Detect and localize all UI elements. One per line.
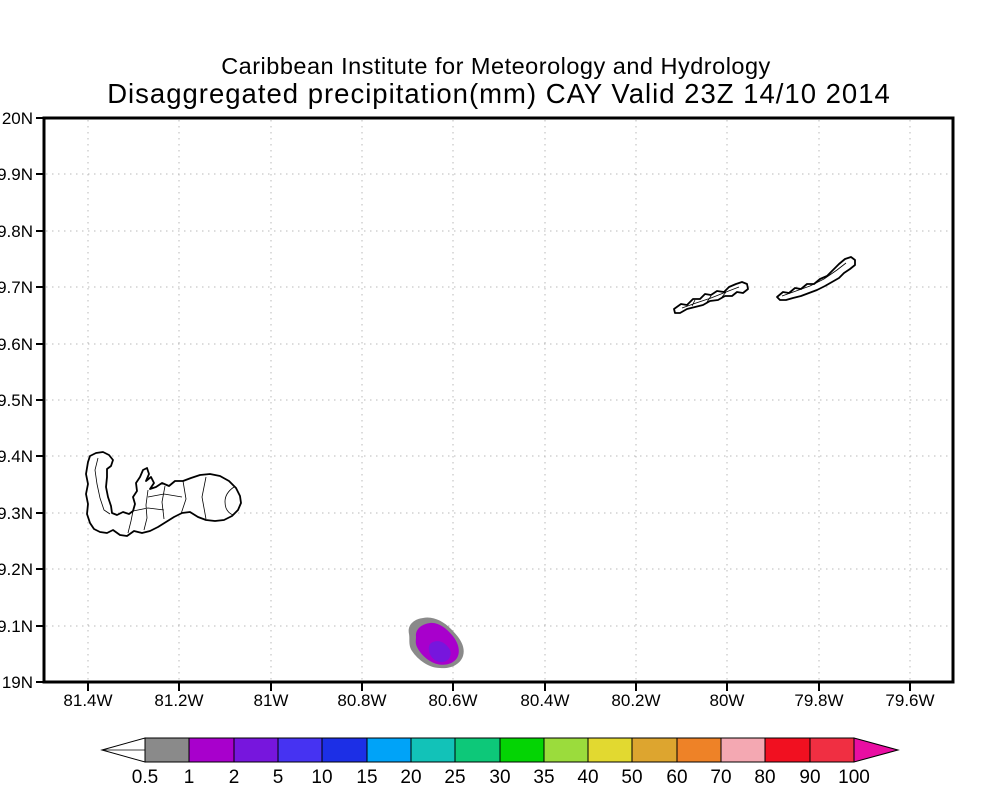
institute-title: Caribbean Institute for Meteorology and … <box>221 53 771 79</box>
colorbar-tick-label: 2 <box>229 767 240 788</box>
x-tick-label: 80.8W <box>337 691 386 710</box>
colorbar-segment <box>144 737 190 763</box>
colorbar-segment <box>410 737 456 763</box>
colorbar-tick-label: 10 <box>311 767 332 788</box>
y-tick-label: 19.4N <box>0 447 33 466</box>
colorbar-segment <box>321 737 368 763</box>
colorbar-segment <box>499 737 545 763</box>
colorbar-segment <box>587 737 633 763</box>
x-axis-labels: 81.4W 81.2W 81W 80.8W 80.6W 80.4W 80.2W … <box>63 691 934 710</box>
colorbar-segment <box>764 737 811 763</box>
colorbar-tick-label: 30 <box>489 767 510 788</box>
x-tick-label: 81.2W <box>154 691 203 710</box>
x-tick-label: 81.4W <box>63 691 112 710</box>
x-tick-label: 80.4W <box>520 691 569 710</box>
colorbar-tick-label: 25 <box>444 767 465 788</box>
colorbar-segment <box>720 737 766 763</box>
colorbar-segment <box>277 737 323 763</box>
y-tick-label: 19.3N <box>0 504 33 523</box>
colorbar-tick-label: 50 <box>621 767 642 788</box>
colorbar-tick-label: 5 <box>273 767 284 788</box>
colorbar-segment <box>543 737 589 763</box>
colorbar-over-range-arrow <box>853 737 900 763</box>
x-tick-label: 81W <box>254 691 289 710</box>
axis-tick-marks <box>36 117 911 691</box>
colorbar-tick-label: 90 <box>799 767 820 788</box>
coastlines <box>85 256 856 537</box>
plot-title: Disaggregated precipitation(mm) CAY Vali… <box>107 78 891 109</box>
x-tick-label: 79.8W <box>794 691 843 710</box>
map-frame <box>42 116 955 684</box>
colorbar-segment <box>809 737 855 763</box>
x-tick-label: 80W <box>710 691 745 710</box>
y-tick-label: 19.6N <box>0 335 33 354</box>
x-tick-label: 80.2W <box>611 691 660 710</box>
y-tick-label: 19.5N <box>0 391 33 410</box>
colorbar-tick-label: 20 <box>400 767 421 788</box>
y-tick-label: 19.2N <box>0 560 33 579</box>
little-cayman-island <box>673 281 749 314</box>
colorbar-segment <box>188 737 235 763</box>
graticule-gridlines <box>46 120 951 680</box>
y-tick-label: 19.7N <box>0 278 33 297</box>
colorbar-segment <box>366 737 412 763</box>
little-cayman-district-lines <box>681 286 740 309</box>
colorbar-tick-label: 100 <box>838 767 870 788</box>
x-tick-label: 79.6W <box>885 691 934 710</box>
colorbar-tick-label: 40 <box>577 767 598 788</box>
colorbar-segment <box>454 737 501 763</box>
y-axis-labels: 20N 19.9N 19.8N 19.7N 19.6N 19.5N 19.4N … <box>0 109 33 692</box>
cayman-brac-district-lines <box>781 262 847 297</box>
colorbar-tick-label: 60 <box>666 767 687 788</box>
precipitation-shading <box>408 617 464 669</box>
colorbar-segment <box>631 737 678 763</box>
precip-contour-2mm <box>428 641 451 663</box>
colorbar-tick-label: 70 <box>710 767 731 788</box>
colorbar-tick-label: 1 <box>184 767 195 788</box>
y-tick-label: 20N <box>2 109 33 128</box>
y-tick-label: 19.1N <box>0 617 33 636</box>
cayman-brac-island <box>776 256 856 301</box>
colorbar-tick-label: 15 <box>356 767 377 788</box>
grand-cayman-district-lines <box>94 457 235 534</box>
colorbar-tick-label: 0.5 <box>132 767 158 788</box>
colorbar-tick-label: 35 <box>533 767 554 788</box>
colorbar-segment <box>233 737 279 763</box>
colorbar: 0.5 1 2 5 10 15 20 25 30 35 40 50 60 70 … <box>100 737 900 788</box>
y-tick-label: 19.8N <box>0 222 33 241</box>
y-tick-label: 19.9N <box>0 165 33 184</box>
colorbar-tick-label: 80 <box>754 767 775 788</box>
x-tick-label: 80.6W <box>428 691 477 710</box>
y-tick-label: 19N <box>2 673 33 692</box>
colorbar-segment <box>676 737 722 763</box>
